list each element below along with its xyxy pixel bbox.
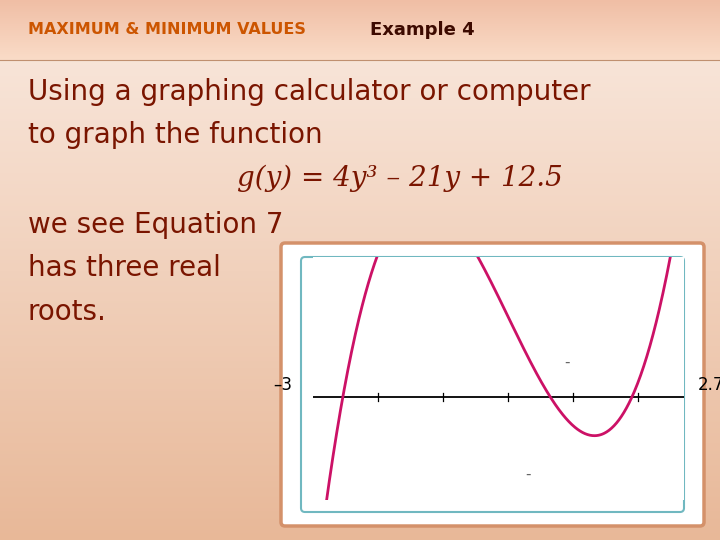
Text: we see Equation 7: we see Equation 7	[28, 211, 284, 239]
FancyBboxPatch shape	[281, 243, 704, 526]
Text: -: -	[525, 467, 531, 482]
Text: Using a graphing calculator or computer: Using a graphing calculator or computer	[28, 78, 590, 106]
Text: g(y) = 4y³ – 21y + 12.5: g(y) = 4y³ – 21y + 12.5	[237, 164, 563, 192]
Text: –3: –3	[273, 376, 292, 394]
Text: has three real: has three real	[28, 254, 221, 282]
Text: Example 4: Example 4	[370, 21, 474, 39]
Text: 2.7: 2.7	[698, 376, 720, 394]
Text: to graph the function: to graph the function	[28, 121, 323, 149]
Text: MAXIMUM & MINIMUM VALUES: MAXIMUM & MINIMUM VALUES	[28, 23, 306, 37]
Text: roots.: roots.	[28, 298, 107, 326]
Text: -: -	[564, 355, 570, 369]
